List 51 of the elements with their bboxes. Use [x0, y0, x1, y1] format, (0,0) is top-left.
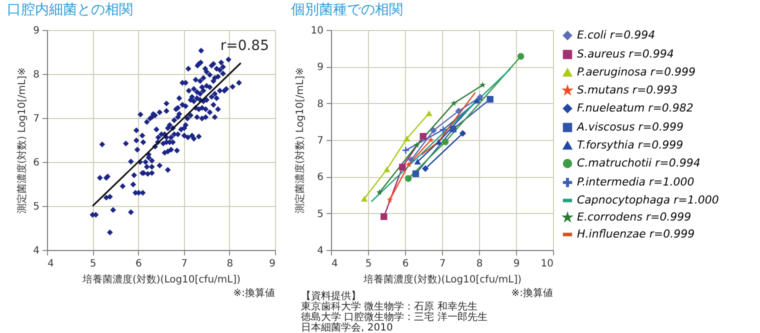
y-tick-label: 6 [317, 172, 324, 184]
x-tick-label: 7 [181, 258, 188, 270]
chart-title: 個別菌種での相関 [291, 2, 403, 18]
text: 日本細菌学会, 2010 [301, 322, 393, 333]
y-tick-label: 9 [317, 62, 324, 74]
legend-label: A.viscosus r=0.999 [576, 120, 684, 134]
x-tick-label: 5 [365, 258, 372, 270]
legend-label: E.corrodens r=0.999 [577, 210, 692, 224]
legend-label: P.intermedia r=1.000 [577, 176, 694, 188]
legend-label: T.forsythia r=0.999 [577, 138, 684, 152]
y-axis-title: 測定菌濃度(対数) Log10[/mL]※ [294, 67, 306, 214]
x-tick-label: 9 [269, 258, 276, 270]
annotation: r=0.85 [220, 38, 269, 54]
legend-label: E.coli r=0.994 [577, 28, 656, 42]
x-axis-title: 培養菌濃度(対数)(Log10[cfu/mL]) [81, 274, 241, 286]
y-tick-label: 10 [310, 26, 324, 36]
legend-label: Capnocytophaga r=1.000 [577, 194, 719, 206]
y-tick-label: 8 [33, 70, 40, 80]
y-tick-label: 4 [33, 246, 40, 256]
y-tick-label: 4 [317, 246, 324, 256]
y-tick-label: 7 [33, 114, 40, 124]
x-tick-label: 4 [332, 258, 338, 270]
y-tick-label: 6 [33, 158, 40, 168]
y-tick-label: 9 [33, 26, 40, 36]
y-tick-label: 8 [317, 98, 324, 110]
text: 徳島大学 口腔微生物学：三宅 洋一郎先生 [301, 311, 488, 323]
x-tick-label: 5 [90, 258, 96, 270]
x-tick-label: 10 [540, 258, 554, 270]
legend-label: S.mutans r=0.993 [577, 84, 678, 96]
x-axis-title: 培養菌濃度(対数)(Log10[cfu/mL]) [362, 274, 522, 286]
legend-label: P.aeruginosa r=0.999 [577, 66, 696, 78]
x-tick-label: 6 [136, 258, 142, 270]
chart-title: 口腔内細菌との相関 [7, 2, 133, 18]
legend-label: F.nueleatum r=0.982 [577, 102, 694, 114]
x-tick-label: 9 [513, 258, 520, 270]
text: ※:換算値 [233, 287, 275, 299]
x-tick-label: 6 [402, 258, 409, 270]
text: 東京歯科大学 微生物学：石原 和幸先生 [301, 300, 478, 312]
text: 【資料提供】 [301, 290, 361, 302]
x-tick-label: 7 [439, 258, 446, 270]
x-tick-label: 4 [48, 258, 54, 270]
x-tick-label: 8 [226, 258, 234, 270]
legend-label: C.matruchotii r=0.994 [577, 156, 700, 170]
x-tick-label: 8 [476, 258, 483, 270]
legend-label: H.influenzae r=0.999 [577, 228, 695, 240]
y-axis-title: 測定菌濃度(対数) Log10[/mL]※ [16, 67, 28, 214]
y-tick-label: 5 [33, 202, 40, 212]
text: ※:換算値 [511, 287, 553, 299]
y-tick-label: 7 [317, 136, 324, 146]
legend-label: S.aureus r=0.994 [577, 48, 674, 60]
y-tick-label: 5 [317, 208, 324, 220]
